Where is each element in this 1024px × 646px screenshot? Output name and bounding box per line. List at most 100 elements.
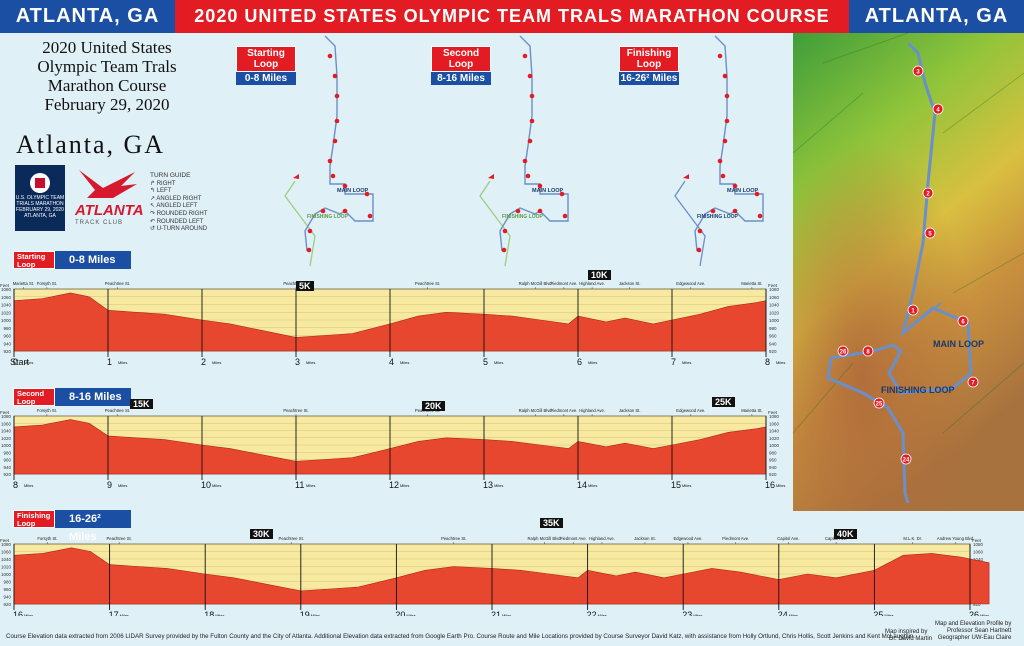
loop-name: Finishing Loop [619,46,679,72]
street-label: Edgewood Ave. [676,408,705,413]
atlanta-track-club-logo: ATLANTA TRACK CLUB [75,168,144,230]
elevation-area [13,547,990,605]
y-tick-label: 960 [769,458,777,463]
mile-dot [330,173,336,179]
loop-miles: 8-16 Miles [431,72,491,85]
mile-tick-label: 23 [682,610,692,616]
map-inspiration-credit: Map inspired by Dr. David Martin [885,629,932,643]
mile-dot [754,191,760,197]
km-marker: 35K [540,518,563,528]
mile-dot [327,158,333,164]
mile-dot [522,53,528,59]
x-axis-label: Miles [588,360,597,365]
title-line-1: 2020 United States [42,38,172,57]
mile-tick-label: 26 [969,610,979,616]
x-axis-label: Miles [682,360,691,365]
usopc-logo-text: U.S. OLYMPIC TEAM TRIALS MARATHON FEBRUA… [15,195,65,219]
y-tick-label: 920 [3,602,11,607]
flag-icon [293,174,299,179]
x-axis-label: Miles [400,483,409,488]
y-tick-label: 1040 [769,303,780,308]
street-label: Piedmont Ave. [722,536,749,541]
mile-dot [697,228,703,234]
mile-dot [342,208,348,214]
mile-tick-label: 4 [389,357,394,367]
mile-dot [720,173,726,179]
street-label: Marietta St. [741,408,762,413]
x-axis-label: Miles [215,613,224,616]
x-axis-label: Miles [212,360,221,365]
y-tick-label: 940 [3,465,11,470]
y-tick-label: 1060 [769,295,780,300]
mile-dot [515,208,521,214]
mile-marker-label: 25 [876,401,883,407]
x-axis-label: Miles [118,483,127,488]
y-tick-label: 940 [769,341,777,346]
x-axis-label: Miles [682,483,691,488]
km-marker: 5K [296,281,314,291]
x-axis-label: Miles [24,483,33,488]
section-miles: 16-26² Miles [55,510,131,543]
mile-tick-label: 2 [201,357,206,367]
course-title-block: 2020 United States Olympic Team Trals Ma… [4,38,210,114]
mile-marker-label: 4 [936,107,940,113]
y-tick-label: 920 [769,349,777,354]
y-axis-label: Feet [0,410,10,415]
mile-dot [367,213,373,219]
mile-tick-label: 14 [577,480,587,490]
street-label: Capitol Ave. [777,536,799,541]
x-axis-label: Miles [980,613,989,616]
y-tick-label: 960 [3,334,11,339]
usopc-logo: U.S. OLYMPIC TEAM TRIALS MARATHON FEBRUA… [15,165,65,231]
mile-dot [307,228,313,234]
map-author-credit: Map and Elevation Profile by Professor S… [935,621,1011,642]
y-tick-label: 1020 [769,436,780,441]
credit-line: Map inspired by [885,629,928,635]
y-tick-label: 1000 [769,318,780,323]
loop-name: Starting Loop [236,46,296,72]
y-tick-label: 960 [3,587,11,592]
mile-marker [862,345,874,357]
mile-marker [924,227,936,239]
x-axis-label: Miles [884,613,893,616]
x-axis-label: Miles [693,613,702,616]
y-tick-label: 920 [3,472,11,477]
street-label: Peachtree St. [106,536,131,541]
y-tick-label: 1060 [973,550,984,555]
y-tick-label: 920 [3,349,11,354]
mile-tick-label: 21 [491,610,501,616]
mile-tick-label: 3 [295,357,300,367]
mile-dot [527,138,533,144]
mile-dot [342,183,348,189]
x-axis-label: Miles [24,360,33,365]
y-tick-label: 1040 [769,429,780,434]
mile-tick-label: 7 [671,357,676,367]
mile-tick-label: 13 [483,480,493,490]
mile-marker [837,345,849,357]
x-axis-label: Miles [776,360,785,365]
x-axis-label: Miles [118,360,127,365]
x-axis-label: Miles [598,613,607,616]
turn-guide-title: TURN GUIDE [150,172,191,179]
x-axis-label: Miles [120,613,129,616]
turn-guide-item: ↱ RIGHT [150,180,176,187]
mile-tick-label: 17 [109,610,119,616]
mini-map: MAIN LOOP FINISHING LOOP [674,35,764,267]
mile-marker-label: 1 [911,308,915,314]
street-label: Ralph McGill Blvd. [527,536,561,541]
mile-marker [957,315,969,327]
mile-dot [559,191,565,197]
km-marker: 30K [250,529,273,539]
mile-tick-label: 5 [483,357,488,367]
mile-dot [501,247,507,253]
data-source-note: Course Elevation data extracted from 200… [6,633,915,640]
mile-tick-label: 12 [389,480,399,490]
y-tick-label: 1080 [1,542,12,547]
y-tick-label: 1080 [1,414,12,419]
mile-dot [332,138,338,144]
y-tick-label: 1000 [769,443,780,448]
y-tick-label: 1080 [1,287,12,292]
street-label: Highland Ave. [579,408,605,413]
turn-guide-item: ↷ ROUNDED RIGHT [150,210,208,217]
turn-guide-item: ↺ U-TURN AROUND [150,226,208,233]
